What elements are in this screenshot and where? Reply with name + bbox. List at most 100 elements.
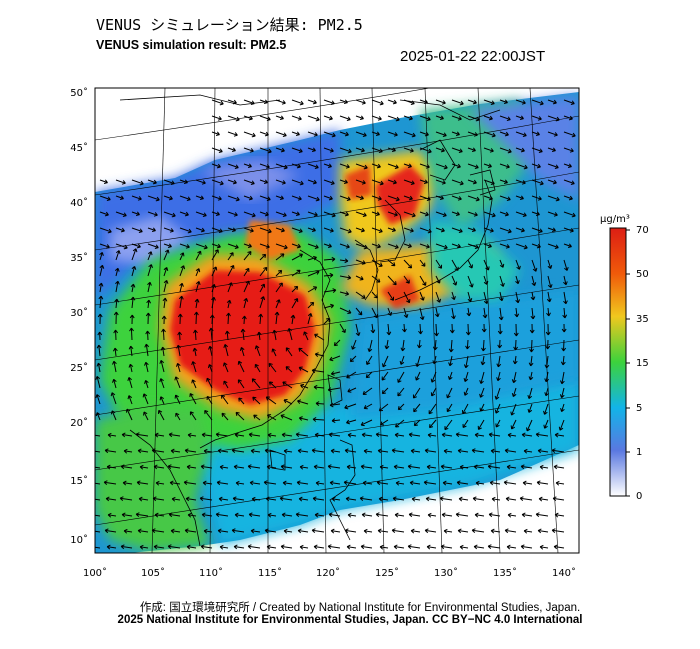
wind-arrow xyxy=(527,387,533,399)
wind-arrow xyxy=(347,432,357,438)
wind-arrow xyxy=(387,195,400,202)
wind-arrow xyxy=(434,307,440,318)
wind-arrow xyxy=(296,480,309,486)
wind-arrow xyxy=(458,496,469,502)
wind-arrow xyxy=(419,259,426,267)
wind-arrow xyxy=(99,227,112,234)
wind-arrow xyxy=(115,195,124,201)
wind-arrow xyxy=(167,464,181,470)
wind-arrow xyxy=(275,179,286,185)
colorbar: μg/m³ 70 50 35 15 5 1 0 xyxy=(600,214,649,502)
wind-arrow xyxy=(163,279,169,293)
wind-arrow xyxy=(147,179,157,185)
wind-arrow xyxy=(487,464,501,470)
wind-arrow xyxy=(387,291,395,301)
wind-arrow xyxy=(510,419,517,430)
wind-arrow xyxy=(506,544,517,550)
lat-label: 30˚ xyxy=(70,307,88,319)
wind-arrow xyxy=(115,227,125,233)
wind-arrow xyxy=(403,275,410,284)
wind-arrow xyxy=(291,227,303,234)
wind-arrow xyxy=(381,387,389,395)
wind-arrow xyxy=(275,227,285,233)
wind-arrow xyxy=(367,339,373,353)
wind-arrow xyxy=(535,512,549,518)
wind-arrow xyxy=(546,291,552,303)
wind-arrow xyxy=(226,299,232,309)
lon-label: 100˚ xyxy=(83,567,107,579)
wind-arrow xyxy=(233,544,245,550)
wind-arrow xyxy=(400,339,406,352)
wind-arrow xyxy=(457,448,469,454)
wind-arrow xyxy=(467,163,479,170)
wind-arrow xyxy=(97,331,103,341)
wind-arrow xyxy=(399,355,405,365)
wind-arrow xyxy=(291,195,302,201)
wind-arrow xyxy=(362,387,373,395)
wind-arrow xyxy=(563,211,576,218)
wind-arrow xyxy=(211,115,222,121)
wind-arrow xyxy=(106,544,117,550)
wind-arrow xyxy=(114,267,120,277)
wind-arrow xyxy=(146,299,152,309)
wind-arrow xyxy=(234,512,245,518)
wind-arrow xyxy=(371,227,383,234)
wind-arrow xyxy=(408,432,421,438)
wind-arrow xyxy=(339,131,349,137)
wind-arrow xyxy=(563,243,572,249)
wind-arrow xyxy=(323,272,334,278)
wind-arrow xyxy=(547,227,556,233)
wind-arrow xyxy=(226,312,231,325)
wind-arrow xyxy=(494,387,501,400)
wind-arrow xyxy=(137,448,149,454)
wind-arrow xyxy=(563,131,576,138)
wind-arrow xyxy=(511,387,517,397)
wind-arrow xyxy=(131,248,138,261)
wind-arrow xyxy=(403,227,414,233)
wind-arrow xyxy=(163,227,174,233)
wind-arrow xyxy=(425,496,437,502)
wind-arrow xyxy=(298,366,309,373)
wind-arrow xyxy=(113,329,119,341)
wind-arrow xyxy=(563,291,568,305)
wind-arrow xyxy=(560,403,565,413)
wind-arrow xyxy=(300,383,309,389)
wind-arrow xyxy=(233,464,245,470)
wind-arrow xyxy=(344,448,357,454)
wind-arrow xyxy=(528,355,534,367)
wind-arrow xyxy=(457,528,469,534)
wind-arrow xyxy=(520,544,533,550)
wind-arrow xyxy=(562,307,568,319)
wind-arrow xyxy=(403,131,416,138)
wind-arrow xyxy=(313,464,325,470)
wind-arrow xyxy=(531,99,544,106)
wind-arrow xyxy=(427,512,437,518)
wind-arrow xyxy=(204,409,213,421)
wind-arrow xyxy=(499,163,510,169)
wind-arrow xyxy=(412,387,421,399)
wind-arrow xyxy=(515,195,524,201)
wind-arrow xyxy=(515,211,527,218)
wind-arrow xyxy=(95,546,101,549)
wind-arrow xyxy=(403,259,413,269)
wind-arrow xyxy=(499,291,504,302)
wind-arrow xyxy=(186,544,197,550)
wind-arrow xyxy=(291,253,303,261)
wind-arrow xyxy=(223,344,229,357)
wind-arrow xyxy=(471,448,485,454)
wind-arrow xyxy=(387,227,396,233)
wind-arrow xyxy=(387,211,398,217)
wind-arrow xyxy=(451,131,460,137)
wind-arrow xyxy=(426,464,437,470)
wind-arrow xyxy=(418,323,423,335)
wind-arrow xyxy=(290,314,296,325)
wind-arrow xyxy=(547,195,560,202)
wind-arrow xyxy=(370,323,376,334)
wind-arrow xyxy=(268,362,277,373)
license-line: 2025 National Institute for Environmenta… xyxy=(117,614,583,626)
wind-arrow xyxy=(307,163,319,170)
wind-arrow xyxy=(403,211,416,218)
wind-arrow xyxy=(455,512,469,518)
wind-arrow xyxy=(463,371,469,382)
wind-arrow xyxy=(239,346,245,357)
